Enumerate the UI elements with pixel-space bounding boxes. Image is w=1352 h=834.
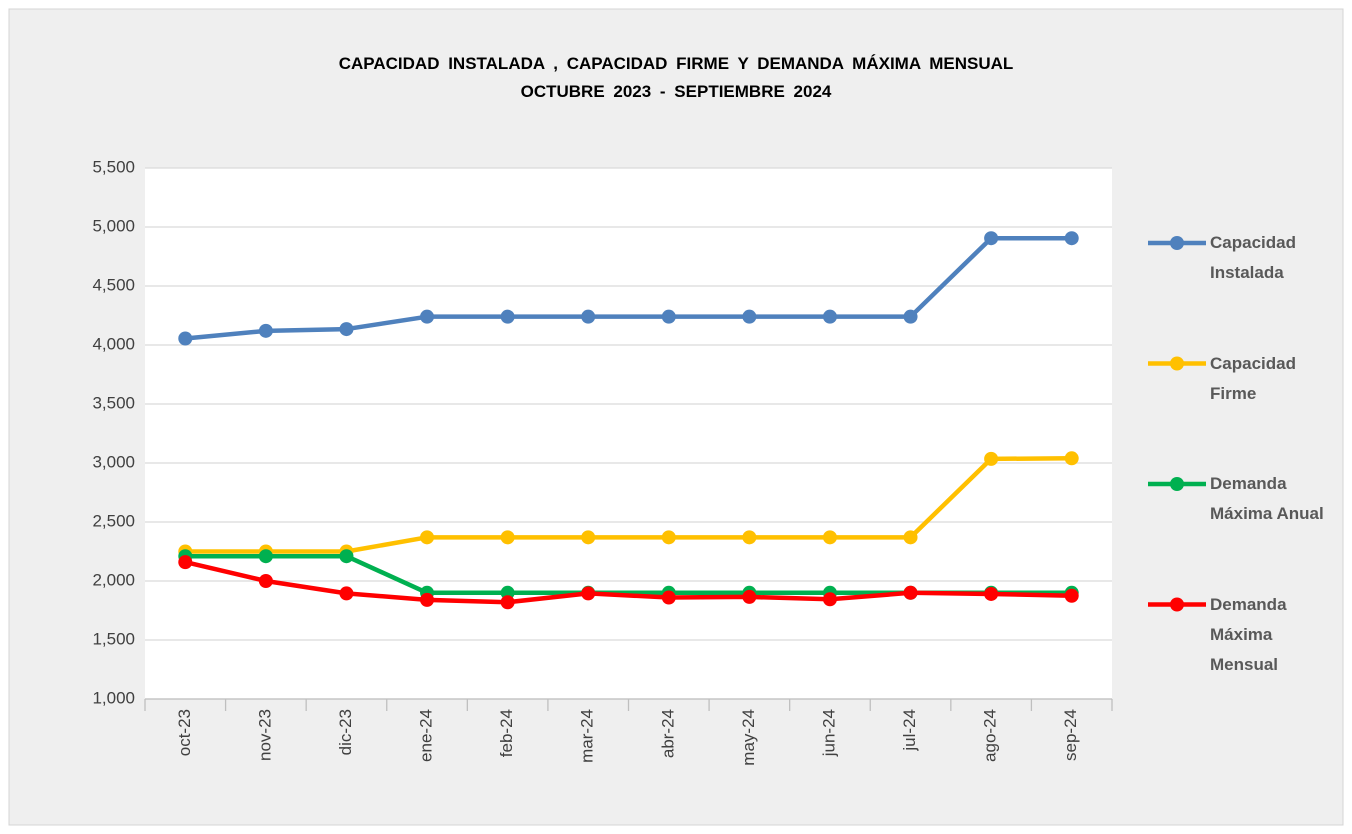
x-tick-label: jun-24 xyxy=(819,709,838,757)
y-tick-label: 1,500 xyxy=(92,629,135,648)
data-point xyxy=(742,530,757,545)
data-point xyxy=(420,592,435,607)
data-point xyxy=(258,323,273,338)
data-point xyxy=(1064,588,1079,603)
x-tick-label: mar-24 xyxy=(578,709,597,763)
data-point xyxy=(822,309,837,324)
data-point xyxy=(984,586,999,601)
data-point xyxy=(1064,451,1079,466)
legend-label: Demanda Máxima Mensual xyxy=(1210,594,1287,674)
data-point xyxy=(581,309,596,324)
data-point xyxy=(500,309,515,324)
data-point xyxy=(822,592,837,607)
data-point xyxy=(420,309,435,324)
data-point xyxy=(258,549,273,564)
x-tick-label: oct-23 xyxy=(175,709,194,756)
data-point xyxy=(339,549,354,564)
data-point xyxy=(581,586,596,601)
y-tick-label: 4,500 xyxy=(92,275,135,294)
data-point xyxy=(984,231,999,246)
data-point xyxy=(178,555,193,570)
data-point xyxy=(742,309,757,324)
data-point xyxy=(903,530,918,545)
y-tick-label: 2,500 xyxy=(92,511,135,530)
chart-subtitle: OCTUBRE 2023 - SEPTIEMBRE 2024 xyxy=(520,82,832,101)
x-tick-label: sep-24 xyxy=(1061,709,1080,761)
y-tick-label: 4,000 xyxy=(92,334,135,353)
legend-marker xyxy=(1170,236,1184,250)
legend-marker xyxy=(1170,597,1184,612)
x-tick-label: ago-24 xyxy=(981,709,1000,762)
legend-marker xyxy=(1170,356,1184,371)
data-point xyxy=(500,595,515,610)
y-tick-label: 2,000 xyxy=(92,570,135,589)
legend-marker xyxy=(1170,477,1184,491)
x-tick-label: jul-24 xyxy=(900,709,919,752)
data-point xyxy=(661,590,676,605)
data-point xyxy=(500,530,515,545)
plot-area xyxy=(145,168,1112,699)
data-point xyxy=(984,451,999,466)
data-point xyxy=(581,530,596,545)
data-point xyxy=(1064,231,1079,246)
legend-label: Capacidad Instalada xyxy=(1210,233,1296,282)
x-tick-label: abr-24 xyxy=(658,709,677,758)
data-point xyxy=(903,309,918,324)
x-tick-label: nov-23 xyxy=(255,709,274,761)
data-point xyxy=(742,589,757,604)
data-point xyxy=(661,309,676,324)
y-tick-label: 1,000 xyxy=(92,688,135,707)
x-tick-label: may-24 xyxy=(739,709,758,766)
y-tick-label: 3,500 xyxy=(92,393,135,412)
y-tick-label: 5,000 xyxy=(92,216,135,235)
y-tick-label: 3,000 xyxy=(92,452,135,471)
data-point xyxy=(420,530,435,545)
series-line xyxy=(184,559,1072,605)
x-tick-label: dic-23 xyxy=(336,709,355,755)
chart-title: CAPACIDAD INSTALADA , CAPACIDAD FIRME Y … xyxy=(338,54,1014,73)
data-point xyxy=(258,574,273,588)
data-point xyxy=(661,530,676,545)
data-point xyxy=(339,322,354,337)
data-point xyxy=(822,530,837,545)
data-point xyxy=(178,331,193,346)
series-line xyxy=(185,235,1072,341)
data-point xyxy=(339,586,354,601)
x-tick-label: ene-24 xyxy=(417,709,436,762)
data-point xyxy=(903,585,918,600)
legend-label: Demanda Máxima Anual xyxy=(1210,474,1324,523)
series-line xyxy=(185,456,1072,554)
y-tick-label: 5,500 xyxy=(92,157,135,176)
x-tick-label: feb-24 xyxy=(497,709,516,757)
legend-label: Capacidad Firme xyxy=(1210,353,1296,403)
